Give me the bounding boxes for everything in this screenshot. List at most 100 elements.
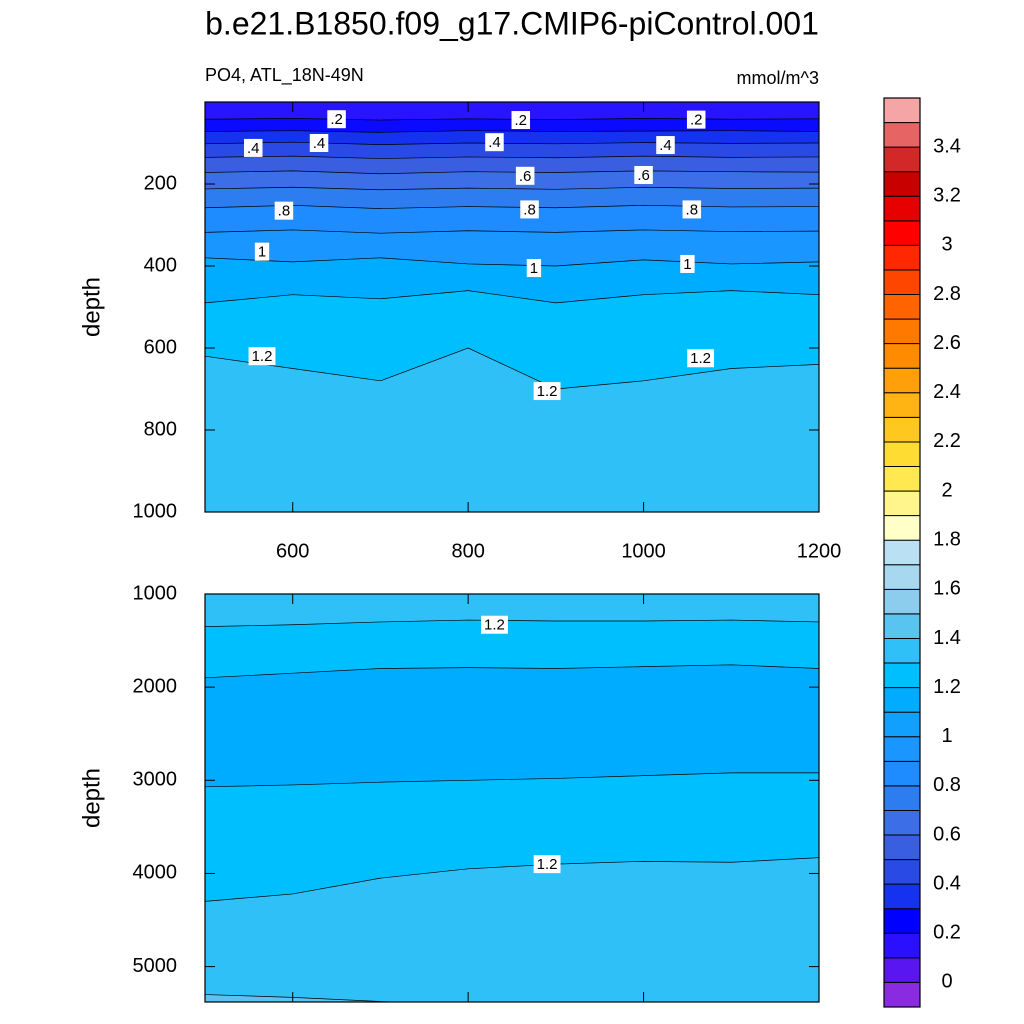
colorbar-box xyxy=(883,859,921,885)
contour-label: .2 xyxy=(330,111,343,128)
colorbar-label: 0.4 xyxy=(933,872,961,894)
colorbar-box xyxy=(883,146,921,173)
contour-label-box xyxy=(687,349,715,368)
colorbar-label: 2.4 xyxy=(933,381,961,403)
colorbar-box xyxy=(883,810,921,836)
colorbar-box xyxy=(883,195,921,222)
x-tick-label: 1200 xyxy=(797,540,842,562)
contour-label: .2 xyxy=(515,112,528,129)
colorbar-box xyxy=(883,318,921,344)
colorbar-label: 2.6 xyxy=(933,332,961,354)
colorbar-box xyxy=(883,957,921,983)
colorbar-box xyxy=(883,662,921,688)
colorbar-label: 2.2 xyxy=(933,430,961,452)
contour-line xyxy=(205,130,819,133)
contour-line xyxy=(205,141,819,145)
contour-label: .2 xyxy=(690,112,703,129)
contour-line xyxy=(205,347,819,390)
colorbar-label: 1 xyxy=(941,725,952,747)
chart-title: b.e21.B1850.f09_g17.CMIP6-piControl.001 xyxy=(205,5,819,41)
contour-label-box xyxy=(327,110,346,129)
colorbar-box xyxy=(883,490,921,516)
colorbar-label: 2.8 xyxy=(933,283,961,305)
contour-label: .8 xyxy=(686,201,699,218)
contour-line xyxy=(205,664,819,679)
colorbar-box xyxy=(883,269,921,295)
y-tick-label: 4000 xyxy=(133,862,178,884)
y-tick-label: 800 xyxy=(144,418,177,440)
colorbar-box xyxy=(883,564,921,590)
contour-line xyxy=(205,994,412,1002)
contour-label: 1 xyxy=(683,256,691,273)
contour-label-box xyxy=(515,166,535,185)
contour-line xyxy=(205,772,819,788)
x-tick-label: 600 xyxy=(276,540,309,562)
contour-line xyxy=(205,186,819,191)
colorbar-box xyxy=(883,711,921,738)
colorbar-box xyxy=(883,220,921,246)
colorbar-label: 0.6 xyxy=(933,823,961,845)
right-string: mmol/m^3 xyxy=(737,68,819,88)
y-tick-label: 2000 xyxy=(133,675,178,697)
contour-label: .4 xyxy=(247,140,260,157)
contour-line xyxy=(205,170,819,175)
colorbar-label: 1.4 xyxy=(933,627,961,649)
contour-line xyxy=(205,204,819,209)
colorbar-label: 1.6 xyxy=(933,578,961,600)
colorbar-box xyxy=(883,932,921,959)
contour-line xyxy=(205,257,819,267)
colorbar-label: 3 xyxy=(941,234,952,256)
colorbar-box xyxy=(883,982,921,1008)
contour-label: 1.2 xyxy=(537,383,558,400)
contour-fill xyxy=(205,857,819,1002)
colorbar-box xyxy=(883,343,921,369)
colorbar-label: 3.2 xyxy=(933,185,961,207)
contour-label-box xyxy=(533,855,561,874)
colorbar-box xyxy=(883,589,921,615)
contour-label-box xyxy=(254,242,270,261)
contour-label-box xyxy=(526,259,542,278)
y-tick-label: 5000 xyxy=(133,955,178,977)
plot-frame xyxy=(204,101,820,513)
colorbar-box xyxy=(883,834,921,860)
contour-label-box xyxy=(656,136,675,155)
contour-label: 1.2 xyxy=(252,348,273,365)
contour-line xyxy=(205,857,819,902)
contour-line xyxy=(205,155,819,159)
contour-label-box xyxy=(634,165,653,184)
contour-line xyxy=(205,290,819,304)
colorbar-box xyxy=(883,515,921,541)
contour-label: 1 xyxy=(530,260,538,277)
colorbar-box xyxy=(883,367,921,394)
contour-label-box xyxy=(485,133,504,152)
x-tick-label: 1000 xyxy=(621,540,666,562)
contour-label-box xyxy=(309,134,329,152)
colorbar-label: 1.8 xyxy=(933,528,961,550)
y-tick-label: 1000 xyxy=(133,500,178,522)
contour-label-box xyxy=(481,615,508,634)
colorbar-box xyxy=(883,171,921,197)
contour-label-box xyxy=(533,382,561,401)
colorbar-box xyxy=(883,539,921,566)
x-tick-label: 800 xyxy=(451,540,484,562)
colorbar-label: 0 xyxy=(941,971,952,993)
contour-label: 1.2 xyxy=(484,617,505,634)
colorbar-box xyxy=(883,687,921,713)
contour-label: .6 xyxy=(519,168,532,185)
contour-label: .4 xyxy=(659,137,672,154)
colorbar-label: 2 xyxy=(941,479,952,501)
contour-label: .4 xyxy=(488,134,501,151)
contour-label: .4 xyxy=(313,135,326,152)
colorbar-box xyxy=(883,122,921,148)
contour-label-box xyxy=(511,111,531,130)
colorbar-box xyxy=(883,883,921,910)
contour-label-box xyxy=(680,254,695,273)
y-axis-label: depth xyxy=(78,277,105,337)
contour-label: .6 xyxy=(637,167,650,184)
left-string: PO4, ATL_18N-49N xyxy=(205,65,364,86)
colorbar-box xyxy=(883,392,921,418)
colorbar-box xyxy=(883,638,921,664)
y-tick-label: 600 xyxy=(144,336,177,358)
contour-label-box xyxy=(274,201,294,220)
